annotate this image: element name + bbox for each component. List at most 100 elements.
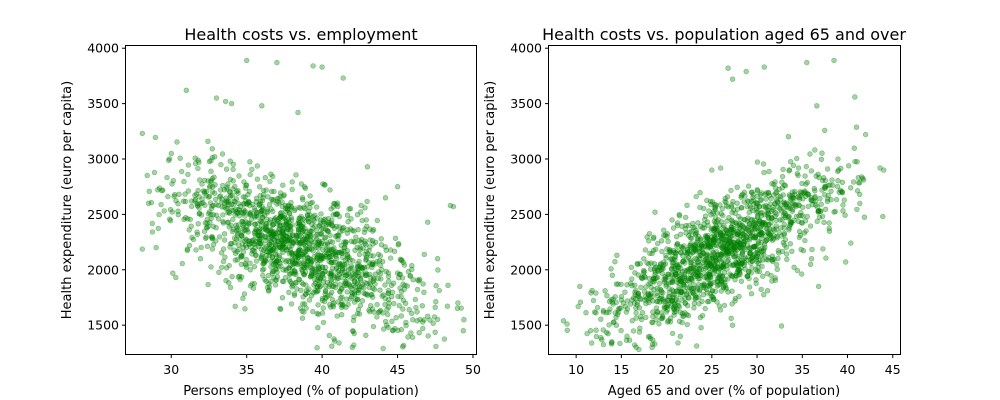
data-point xyxy=(330,251,337,257)
data-point xyxy=(433,283,439,289)
data-point xyxy=(351,314,357,320)
data-point xyxy=(272,217,278,223)
data-point xyxy=(671,309,677,315)
data-point xyxy=(239,218,245,225)
data-point xyxy=(354,244,360,251)
data-point xyxy=(364,291,370,297)
data-point xyxy=(203,235,209,242)
data-point xyxy=(220,212,226,218)
data-point xyxy=(243,185,249,191)
data-point xyxy=(831,209,837,215)
data-point xyxy=(283,217,289,224)
data-point xyxy=(305,254,311,261)
data-point xyxy=(697,204,703,211)
data-point xyxy=(232,240,238,246)
data-point xyxy=(290,240,296,247)
data-point xyxy=(341,282,348,288)
data-point xyxy=(339,250,345,257)
data-point xyxy=(176,191,182,198)
data-point xyxy=(370,253,376,259)
data-point xyxy=(282,244,289,251)
data-point xyxy=(309,258,315,264)
data-point xyxy=(382,295,388,302)
data-point xyxy=(738,205,745,211)
data-point xyxy=(223,166,230,172)
data-point xyxy=(328,260,334,266)
data-point xyxy=(351,342,357,348)
data-point xyxy=(278,213,284,220)
data-point xyxy=(309,267,315,273)
data-point xyxy=(296,237,302,244)
data-point xyxy=(301,272,308,278)
data-point xyxy=(244,227,250,233)
data-point xyxy=(319,253,325,260)
data-point xyxy=(710,226,717,232)
data-point xyxy=(658,261,664,267)
data-point xyxy=(246,188,253,195)
data-point xyxy=(686,284,692,291)
data-point xyxy=(304,261,310,267)
data-point xyxy=(622,289,628,295)
data-point xyxy=(321,275,327,281)
data-point xyxy=(738,193,744,199)
data-point xyxy=(736,213,742,220)
data-point xyxy=(290,252,296,258)
data-point xyxy=(316,265,323,271)
data-point xyxy=(241,179,247,185)
data-point xyxy=(821,192,828,198)
data-point xyxy=(326,250,332,257)
data-point xyxy=(268,278,274,285)
data-point xyxy=(233,206,239,213)
data-point xyxy=(431,314,438,320)
data-point xyxy=(301,309,307,315)
data-point xyxy=(394,270,401,276)
data-point xyxy=(277,213,284,220)
data-point xyxy=(297,205,304,211)
data-point xyxy=(703,238,710,245)
data-point xyxy=(308,270,315,276)
data-point xyxy=(233,222,239,228)
data-point xyxy=(637,295,643,301)
data-point xyxy=(201,228,208,235)
data-point xyxy=(300,236,306,243)
data-point xyxy=(207,178,214,185)
data-point xyxy=(314,215,320,221)
data-point xyxy=(667,247,673,253)
data-point xyxy=(757,247,763,253)
data-point xyxy=(326,332,332,339)
data-point xyxy=(231,235,238,241)
data-point xyxy=(276,195,282,202)
data-point xyxy=(243,219,249,225)
data-point xyxy=(315,302,321,308)
data-point xyxy=(704,299,711,305)
data-point xyxy=(306,219,312,225)
data-point xyxy=(205,223,211,230)
data-point xyxy=(253,239,259,245)
data-point xyxy=(289,259,296,265)
data-point xyxy=(357,276,364,282)
data-point xyxy=(276,229,283,235)
data-point xyxy=(766,168,772,175)
data-point xyxy=(618,297,625,303)
data-point xyxy=(815,209,821,215)
data-point xyxy=(635,272,641,278)
data-point xyxy=(267,219,273,225)
data-point xyxy=(299,315,306,321)
data-point xyxy=(180,198,187,204)
data-point xyxy=(218,161,224,168)
data-point xyxy=(312,233,318,239)
data-point xyxy=(243,262,249,268)
data-point xyxy=(356,258,362,265)
data-point xyxy=(673,250,679,256)
data-point xyxy=(812,147,818,153)
data-point xyxy=(247,283,254,289)
data-point xyxy=(366,259,372,266)
data-point xyxy=(338,250,345,256)
data-point xyxy=(247,210,253,217)
data-point xyxy=(300,270,306,277)
data-point xyxy=(355,273,362,280)
data-point xyxy=(300,224,306,230)
data-point xyxy=(602,288,608,294)
data-point xyxy=(188,198,195,204)
